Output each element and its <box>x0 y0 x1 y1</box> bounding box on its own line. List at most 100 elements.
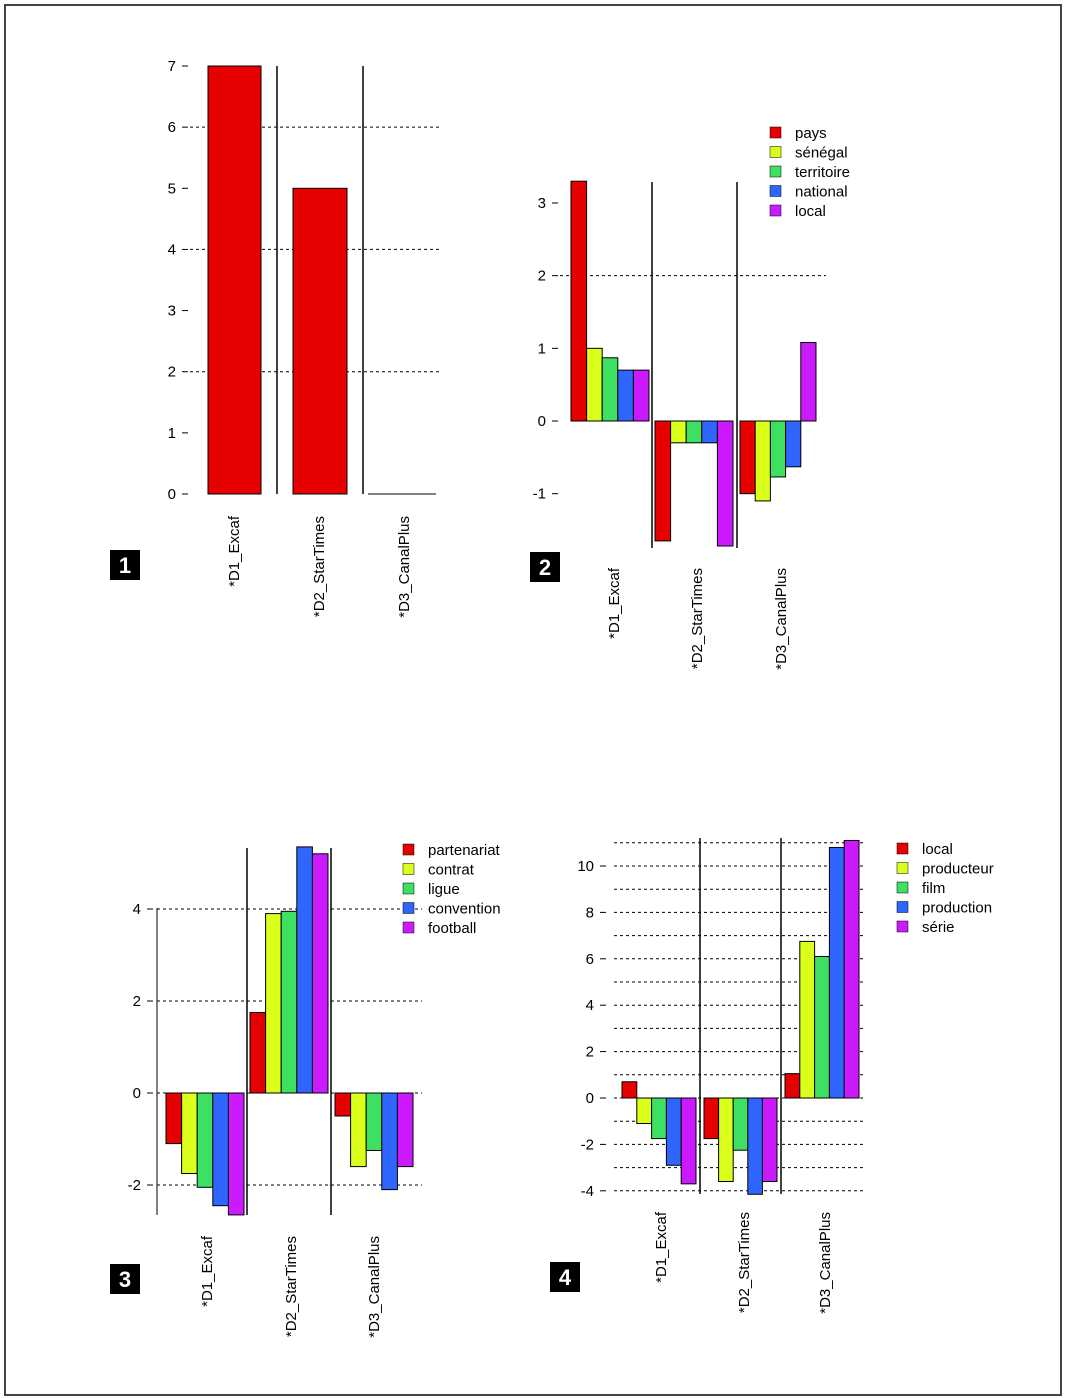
category-label: *D2_StarTimes <box>311 516 328 617</box>
y-tick-label: 6 <box>168 119 176 136</box>
panel-number-box <box>110 550 140 580</box>
legend-label: pays <box>795 125 827 142</box>
panel-number: 2 <box>539 555 551 580</box>
y-tick-label: 2 <box>586 1044 594 1061</box>
bar-producteur-2 <box>718 1097 734 1183</box>
legend-label: producteur <box>922 861 994 878</box>
category-label: *D1_Excaf <box>653 1211 670 1283</box>
bar-sénégal-2 <box>670 420 687 444</box>
bar-ligue-1 <box>196 1092 214 1188</box>
panel-number: 4 <box>559 1265 572 1290</box>
figure-frame <box>4 4 1062 1396</box>
y-tick-label: 0 <box>133 1085 141 1102</box>
legend-swatch <box>402 902 415 914</box>
bar-territoire-1 <box>601 357 619 422</box>
panel-number-box <box>110 1264 140 1294</box>
bar-territoire-2 <box>685 420 703 444</box>
legend-swatch <box>769 185 782 197</box>
bar-sénégal-3 <box>754 420 771 502</box>
category-label: *D2_StarTimes <box>736 1212 753 1313</box>
y-tick-label: 1 <box>168 425 176 442</box>
bar-national-2 <box>701 420 718 444</box>
category-label: *D3_CanalPlus <box>817 1212 834 1314</box>
y-tick-label: 4 <box>168 241 176 258</box>
y-tick-label: 7 <box>168 58 176 75</box>
bar-partenariat-3 <box>334 1092 352 1117</box>
panel-number: 1 <box>119 553 131 578</box>
chart-panel-2: -1 0 1 2 3 *D1_Excaf *D2_StarTimes *D3_CanalPlu… <box>530 125 850 670</box>
category-label: *D2_StarTimes <box>283 1236 300 1337</box>
bar-film-2 <box>732 1097 749 1151</box>
bar-ligue-3 <box>365 1092 383 1151</box>
bar-partenariat-1 <box>165 1092 183 1145</box>
legend-swatch <box>769 165 782 178</box>
bar-football-1 <box>227 1092 245 1216</box>
legend-label: local <box>795 203 826 220</box>
bar-contrat-3 <box>350 1092 367 1168</box>
y-tick-label: 3 <box>538 195 546 212</box>
bar-local-1 <box>632 369 650 422</box>
bar-national-3 <box>785 420 802 468</box>
legend-swatch <box>769 146 782 158</box>
y-tick-label: -4 <box>581 1183 594 1200</box>
legend-label: convention <box>428 901 501 918</box>
legend-swatch <box>896 842 909 855</box>
y-tick-label: -2 <box>581 1136 594 1153</box>
bar-pays-2 <box>654 420 672 542</box>
category-label: *D3_CanalPlus <box>773 568 790 670</box>
legend-label: sénégal <box>795 145 848 162</box>
bar-film-1 <box>651 1097 667 1140</box>
bar-value-1 <box>207 65 262 495</box>
category-label: *D1_Excaf <box>199 1235 216 1307</box>
legend-label: local <box>922 841 953 858</box>
legend-swatch <box>402 882 415 895</box>
legend-label: national <box>795 184 848 201</box>
legend-label: partenariat <box>428 842 501 859</box>
y-tick-label: 2 <box>168 364 176 381</box>
legend-label: production <box>922 900 992 917</box>
y-tick-label: 8 <box>586 904 594 921</box>
bar-football-2 <box>311 853 329 1094</box>
legend-label: film <box>922 880 945 897</box>
y-tick-label: -2 <box>128 1177 141 1194</box>
bar-local-3 <box>800 342 817 422</box>
legend-label: série <box>922 919 955 936</box>
legend-swatch <box>769 204 782 217</box>
category-label: *D2_StarTimes <box>689 568 706 669</box>
bar-série-2 <box>761 1097 778 1183</box>
category-label: *D3_CanalPlus <box>396 516 413 618</box>
bar-série-1 <box>680 1097 697 1185</box>
bar-partenariat-2 <box>249 1012 267 1094</box>
chart-panel-1: 0 1 2 3 4 5 6 7 *D1_Excaf *D2_StarTimes *D3_CanalP… <box>110 58 442 618</box>
bar-production-1 <box>665 1097 682 1166</box>
y-tick-label: 0 <box>538 413 546 430</box>
legend-swatch <box>896 920 909 933</box>
y-tick-label: 4 <box>586 997 594 1014</box>
bar-football-3 <box>396 1092 414 1168</box>
chart-panel-4: -4 -2 0 2 4 6 8 10 *D1_Excaf *D2_StarTimes *D3_Can… <box>550 838 994 1314</box>
bar-production-2 <box>747 1097 763 1195</box>
bar-contrat-2 <box>265 913 282 1094</box>
y-tick-label: 6 <box>586 951 594 968</box>
bar-local-2 <box>716 420 734 547</box>
legend-swatch <box>896 901 909 913</box>
y-tick-label: 2 <box>133 993 141 1010</box>
bar-production-3 <box>828 846 845 1099</box>
panel-number-box <box>550 1262 580 1292</box>
bar-local-2 <box>703 1097 720 1140</box>
bar-pays-3 <box>739 420 756 495</box>
bar-producteur-3 <box>799 940 816 1099</box>
bar-ligue-2 <box>280 910 298 1094</box>
y-tick-label: -1 <box>533 486 546 503</box>
legend-swatch <box>402 843 415 856</box>
bar-local-3 <box>784 1073 801 1099</box>
legend-swatch <box>402 863 415 875</box>
y-tick-label: 0 <box>168 486 176 503</box>
category-label: *D1_Excaf <box>606 567 623 639</box>
legend-label: contrat <box>428 862 475 879</box>
bar-producteur-1 <box>636 1097 653 1125</box>
y-tick-label: 3 <box>168 303 176 320</box>
y-tick-label: 5 <box>168 180 176 197</box>
bar-série-3 <box>843 839 860 1099</box>
